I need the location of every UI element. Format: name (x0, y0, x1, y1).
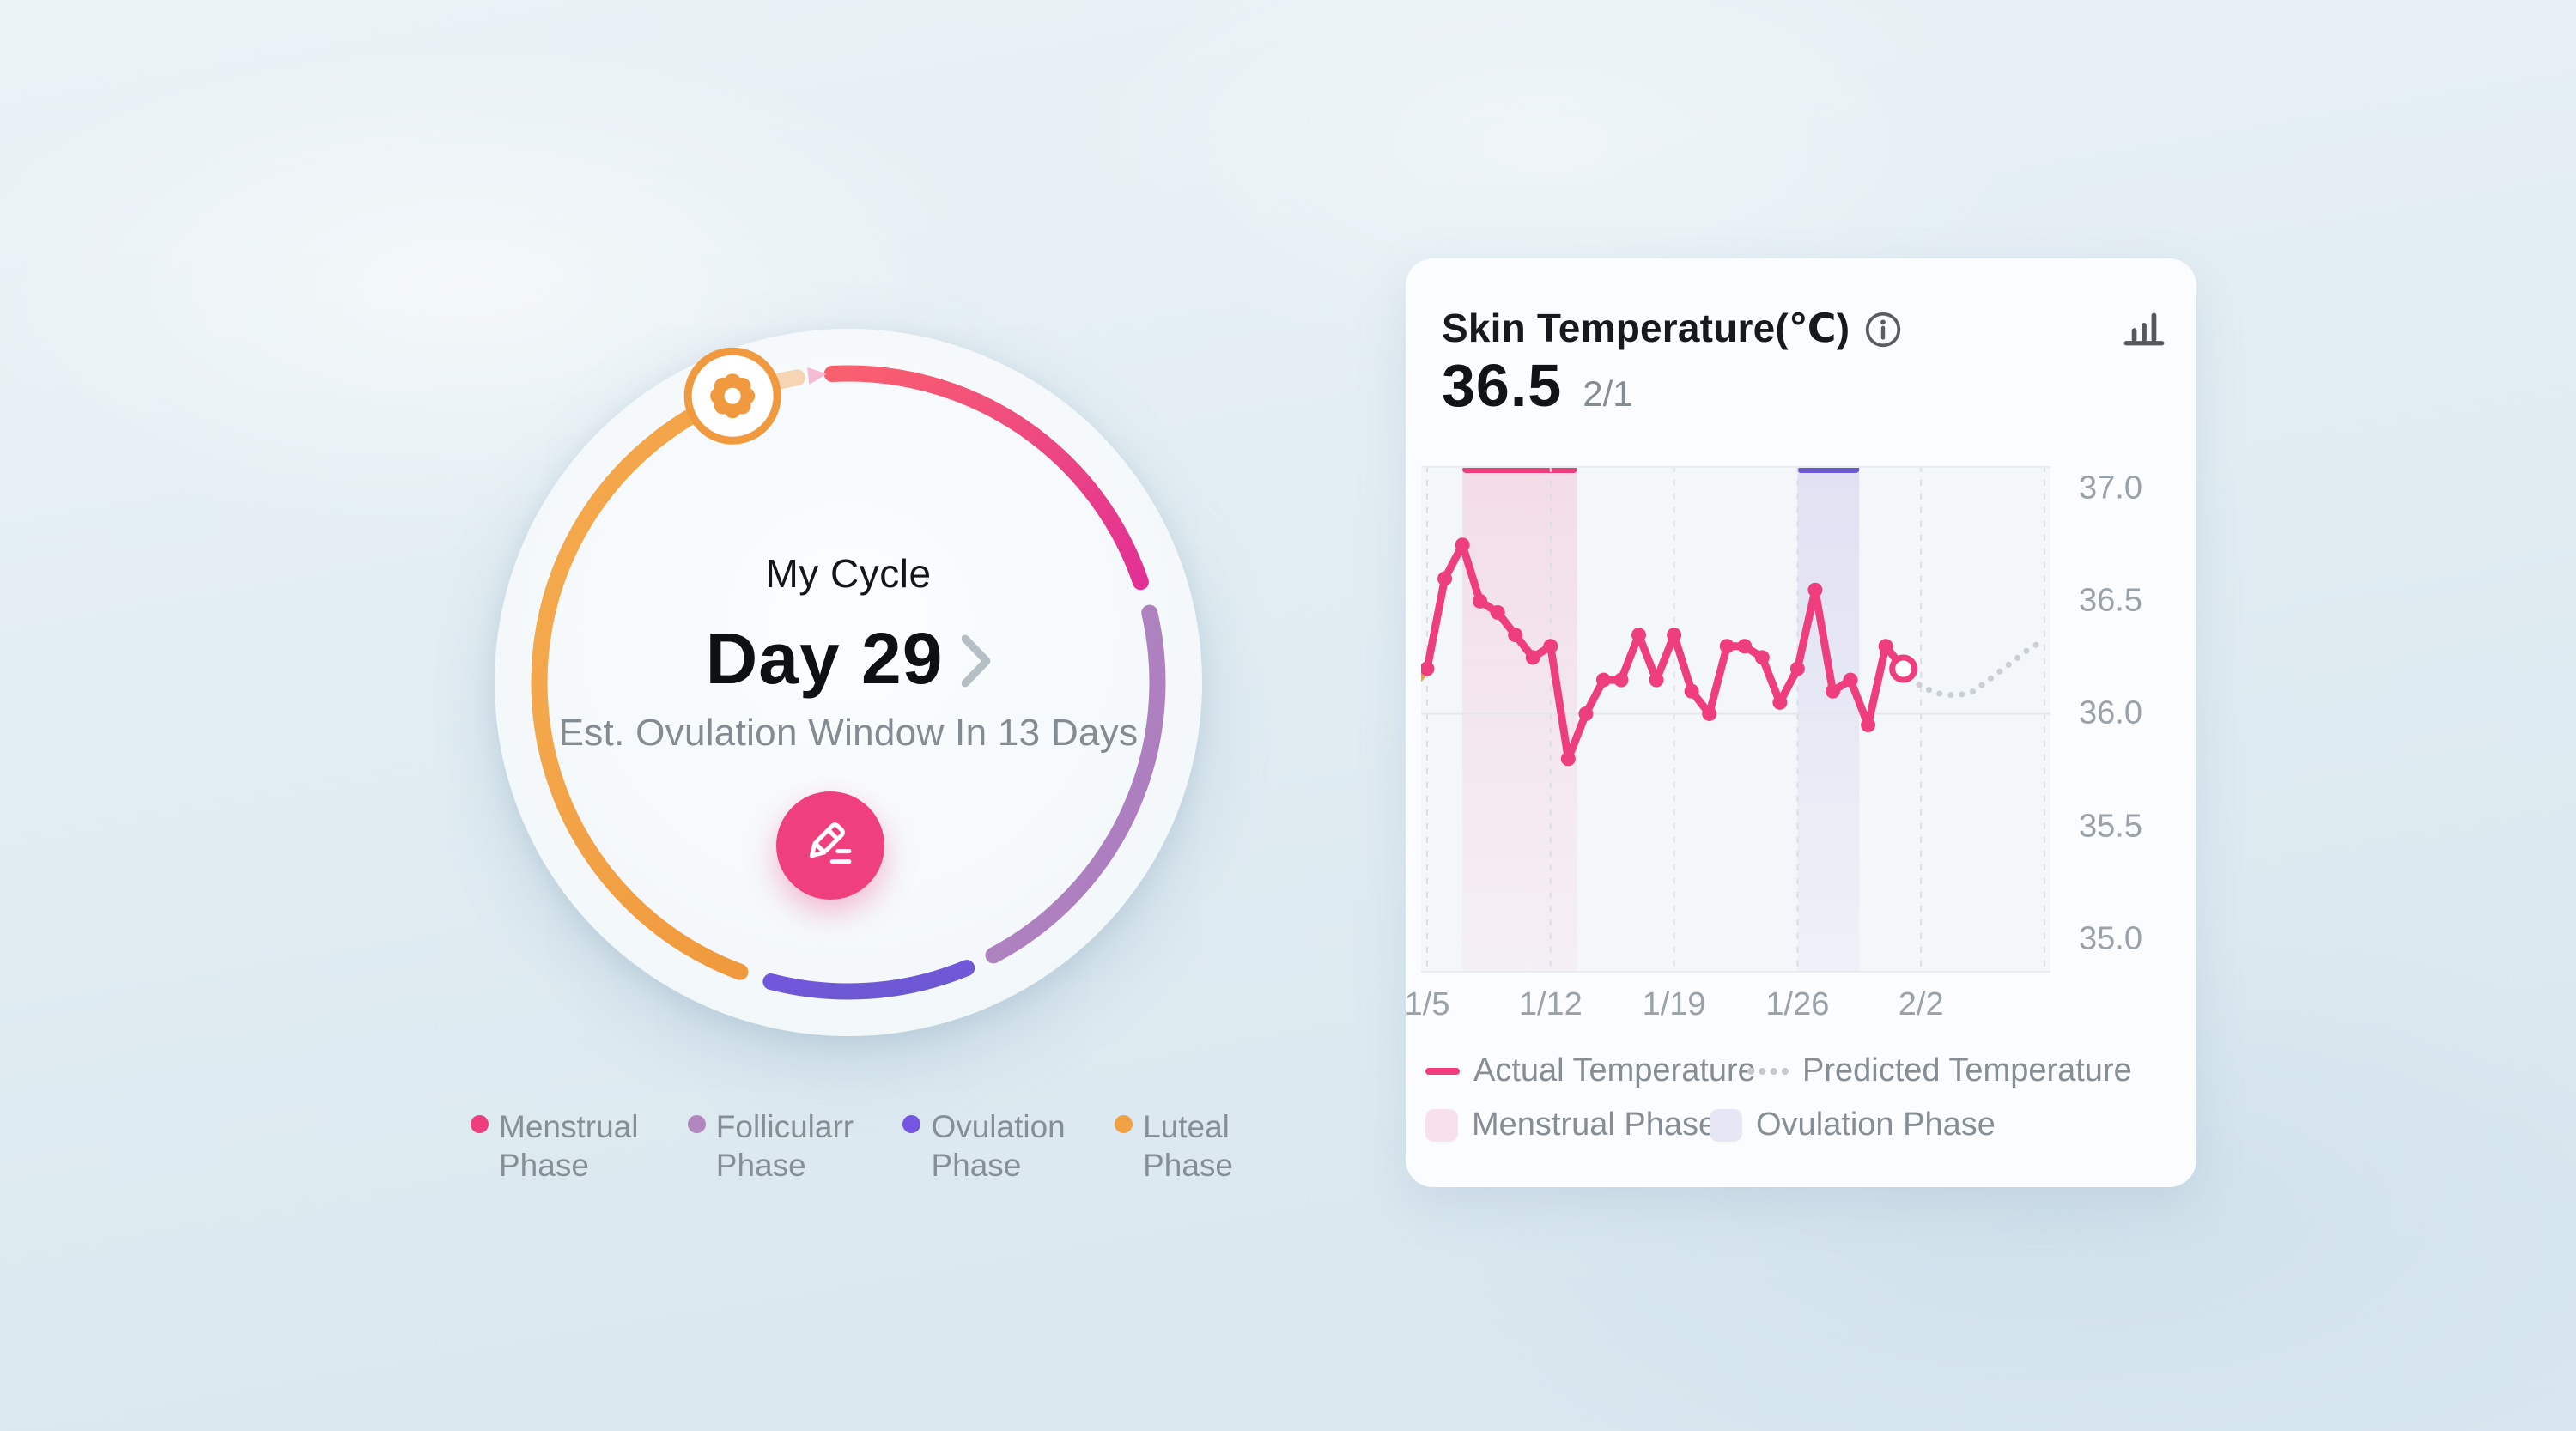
card-title: Skin Temperature(℃) (1442, 306, 1850, 350)
menstrual-phase-region (1462, 470, 1577, 973)
y-tick-label: 36.0 (2079, 694, 2142, 731)
current-temperature-value: 36.5 (1442, 352, 1563, 419)
cycle-title: My Cycle (765, 551, 932, 596)
y-tick-label: 36.5 (2079, 582, 2142, 619)
legend-item-luteal: Luteal Phase (1115, 1107, 1233, 1185)
x-tick-label: 1/5 (1404, 986, 1450, 1022)
data-point (1508, 628, 1523, 643)
data-point (1631, 628, 1647, 643)
cycle-phase-ring (531, 347, 1166, 1000)
data-point (1684, 683, 1699, 699)
info-button[interactable] (1863, 310, 1903, 349)
legend-menstrual-phase: Menstrual Phase (1425, 1107, 1716, 1143)
data-point (1525, 650, 1540, 665)
data-point (1754, 650, 1770, 665)
data-point (1878, 639, 1893, 654)
data-point (1861, 718, 1876, 733)
cycle-arrow-icon (807, 367, 828, 385)
menstrual-region-swatch (1425, 1108, 1458, 1142)
data-point (1595, 672, 1611, 688)
x-tick-label: 1/12 (1518, 986, 1583, 1022)
ovulation-region-swatch (1710, 1108, 1742, 1142)
follicular-dot-icon (687, 1115, 706, 1133)
y-tick-label: 35.5 (2079, 808, 2142, 845)
x-tick-label: 1/19 (1642, 986, 1706, 1022)
data-point (1772, 694, 1788, 710)
legend-label: Follicularr (715, 1109, 854, 1144)
data-point (1807, 582, 1823, 597)
legend-label: Luteal (1143, 1109, 1230, 1144)
current-temperature-date: 2/1 (1583, 373, 1633, 414)
data-point (1789, 661, 1805, 676)
legend-item-ovulation: Ovulation Phase (902, 1107, 1066, 1185)
data-point (1613, 672, 1629, 688)
cycle-day-row[interactable]: Day 29 (495, 607, 1202, 710)
cycle-phase-legend: Menstrual Phase Follicularr Phase Ovulatio… (471, 1107, 1233, 1185)
card-title-row: Skin Temperature(℃) (1442, 305, 1903, 351)
legend-ovulation-phase: Ovulation Phase (1710, 1107, 1996, 1143)
cycle-subtitle: Est. Ovulation Window In 13 Days (558, 712, 1139, 754)
actual-line-swatch (1425, 1067, 1460, 1075)
chart-view-button[interactable] (2123, 306, 2166, 349)
legend-label: Ovulation (931, 1109, 1066, 1144)
chevron-right-icon (962, 634, 991, 688)
flower-gear-icon (724, 387, 741, 404)
data-point (1473, 593, 1488, 609)
data-point (1843, 672, 1858, 688)
pencil-icon (809, 822, 852, 864)
data-point (1437, 571, 1453, 586)
legend-predicted: Predicted Temperature (1747, 1052, 2132, 1089)
data-point (1719, 639, 1735, 654)
info-icon (1866, 312, 1901, 348)
skin-temperature-card: Skin Temperature(℃) 36.5 2/1 37.0 36.5 36.… (1405, 258, 2196, 1187)
data-point (1490, 604, 1505, 620)
data-point (1419, 661, 1435, 676)
legend-item-follicular: Follicularr Phase (687, 1107, 854, 1185)
x-tick-label: 1/26 (1765, 986, 1830, 1022)
ovulation-phase-region (1797, 470, 1860, 973)
luteal-dot-icon (1115, 1115, 1133, 1133)
menstrual-dot-icon (471, 1115, 489, 1133)
ovulation-dot-icon (902, 1115, 921, 1133)
y-tick-label: 35.0 (2079, 920, 2142, 957)
current-value-row: 36.5 2/1 (1442, 351, 1633, 420)
cycle-day-label: Day 29 (705, 617, 944, 699)
legend-actual: Actual Temperature (1425, 1052, 1756, 1089)
data-point (1560, 751, 1576, 767)
menstrual-arc (823, 365, 1149, 591)
data-point (1649, 672, 1664, 688)
ovulation-arc (762, 960, 975, 1000)
data-point (1702, 706, 1717, 721)
temperature-chart: 37.0 36.5 36.0 35.5 35.0 1/5 1/12 1/19 1/26 2/2 (1405, 466, 2142, 1022)
follicular-arc (985, 604, 1166, 964)
latest-data-point (1889, 654, 1918, 683)
cycle-position-marker[interactable] (683, 347, 781, 445)
data-point (1543, 639, 1558, 654)
actual-temperature-line (1423, 541, 1908, 763)
luteal-arc (531, 387, 749, 980)
x-tick-label: 2/2 (1898, 986, 1944, 1022)
data-point (1667, 628, 1682, 643)
data-point (1737, 639, 1753, 654)
legend-label: Menstrual (499, 1109, 639, 1144)
predicted-temperature-line (1900, 636, 2048, 699)
bar-chart-icon (2123, 312, 2165, 346)
y-tick-label: 37.0 (2079, 470, 2142, 506)
data-point (1578, 706, 1594, 721)
legend-item-menstrual: Menstrual Phase (471, 1107, 638, 1185)
data-point (1455, 537, 1470, 553)
predicted-line-swatch (1747, 1067, 1789, 1075)
data-point (1825, 683, 1840, 699)
edit-cycle-button[interactable] (776, 791, 884, 900)
cycle-widget: My Cycle Day 29 Est. Ovulation Window In… (495, 329, 1202, 1036)
temperature-plot (1415, 466, 2050, 973)
